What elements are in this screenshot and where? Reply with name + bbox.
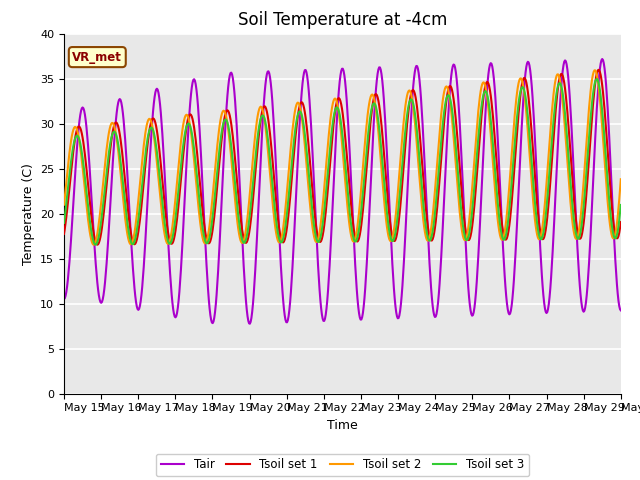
Tair [214, 281, 221, 287]
Tsoil set 3 [617, 202, 625, 208]
Legend: Tair, Tsoil set 1, Tsoil set 2, Tsoil set 3: Tair, Tsoil set 1, Tsoil set 2, Tsoil se… [156, 454, 529, 476]
Line: Tair: Tair [64, 59, 621, 324]
Tsoil set 3 [185, 120, 193, 126]
Tsoil set 1 [411, 91, 419, 96]
Tair [617, 308, 625, 313]
Tsoil set 3 [60, 220, 68, 226]
Tsoil set 3 [70, 140, 78, 145]
Tsoil set 3 [593, 76, 600, 82]
Title: Soil Temperature at -4cm: Soil Temperature at -4cm [237, 11, 447, 29]
Tsoil set 2 [60, 202, 68, 207]
Tsoil set 1 [214, 174, 222, 180]
Tair [598, 56, 606, 62]
Tsoil set 3 [428, 236, 435, 241]
Tsoil set 1 [617, 219, 625, 225]
Tsoil set 1 [128, 237, 136, 242]
Tsoil set 1 [93, 242, 101, 248]
Tsoil set 1 [70, 143, 78, 148]
Tair [428, 285, 435, 290]
Line: Tsoil set 1: Tsoil set 1 [64, 70, 621, 245]
X-axis label: Time: Time [327, 419, 358, 432]
Line: Tsoil set 3: Tsoil set 3 [64, 79, 621, 245]
Tsoil set 1 [60, 231, 68, 237]
Tsoil set 3 [128, 241, 136, 247]
Tsoil set 2 [70, 125, 78, 131]
Tair [60, 296, 68, 302]
Tsoil set 1 [595, 67, 602, 73]
Tair [184, 134, 192, 140]
Y-axis label: Temperature (C): Temperature (C) [22, 163, 35, 264]
Tsoil set 2 [185, 116, 193, 122]
Tsoil set 2 [411, 118, 419, 124]
Text: VR_met: VR_met [72, 50, 122, 63]
Tair [246, 321, 253, 326]
Tsoil set 2 [214, 135, 222, 141]
Tsoil set 1 [185, 114, 193, 120]
Tsoil set 2 [591, 68, 599, 73]
Tsoil set 2 [128, 240, 136, 246]
Line: Tsoil set 2: Tsoil set 2 [64, 71, 621, 245]
Tsoil set 2 [428, 226, 435, 232]
Tair [127, 241, 135, 247]
Tair [70, 189, 78, 194]
Tsoil set 3 [92, 242, 100, 248]
Tair [411, 69, 419, 75]
Tsoil set 1 [428, 238, 435, 243]
Tsoil set 3 [411, 109, 419, 115]
Tsoil set 3 [214, 159, 222, 165]
Tsoil set 2 [617, 176, 625, 182]
Tsoil set 2 [90, 242, 97, 248]
